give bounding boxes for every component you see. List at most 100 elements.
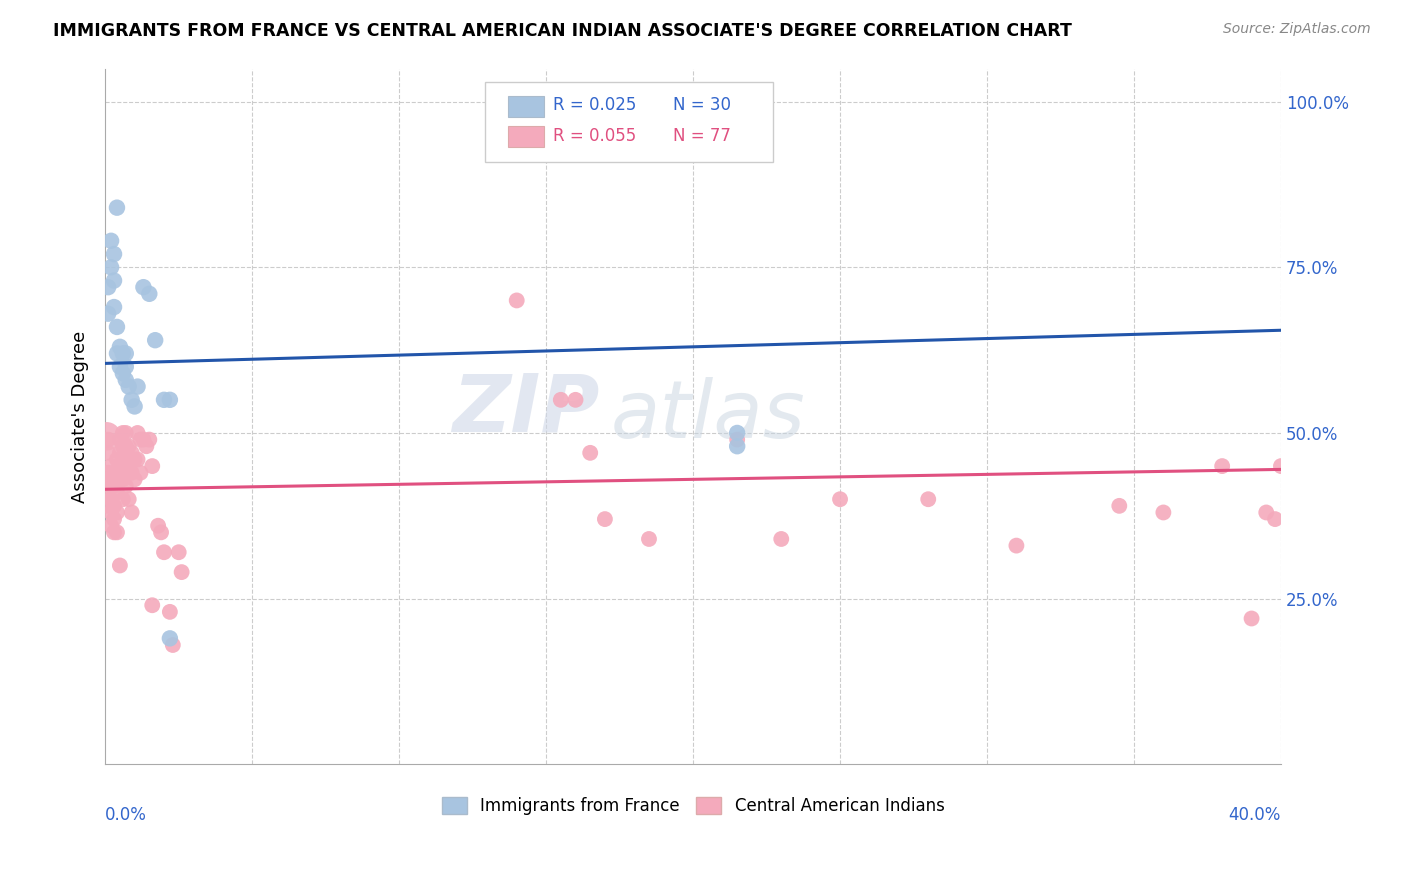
Point [114, 479, 136, 493]
Point [127, 425, 149, 440]
Point [917, 492, 939, 507]
Point [100, 492, 122, 507]
Point [579, 446, 602, 460]
Point [593, 512, 616, 526]
Point [1240, 611, 1263, 625]
Point [132, 280, 155, 294]
Point [159, 392, 181, 407]
Point [121, 446, 143, 460]
Point [100, 260, 122, 275]
Point [1270, 459, 1292, 474]
Point [118, 379, 141, 393]
Point [105, 346, 128, 360]
Point [114, 425, 136, 440]
Point [103, 479, 125, 493]
Point [828, 492, 851, 507]
Legend: Immigrants from France, Central American Indians: Immigrants from France, Central American… [441, 797, 945, 815]
Point [108, 558, 131, 573]
Point [146, 518, 169, 533]
Point [153, 545, 176, 559]
Text: 0.0%: 0.0% [105, 806, 148, 824]
Point [97, 485, 120, 500]
Point [118, 459, 141, 474]
Point [114, 373, 136, 387]
Point [105, 525, 128, 540]
FancyBboxPatch shape [509, 127, 544, 147]
Point [1152, 506, 1174, 520]
Point [108, 340, 131, 354]
Point [153, 392, 176, 407]
Point [103, 466, 125, 480]
Point [114, 359, 136, 374]
Point [1108, 499, 1130, 513]
Point [108, 359, 131, 374]
Point [100, 506, 122, 520]
Text: Source: ZipAtlas.com: Source: ZipAtlas.com [1223, 22, 1371, 37]
Text: R = 0.055: R = 0.055 [553, 127, 637, 145]
Point [132, 433, 155, 447]
Point [770, 532, 793, 546]
Point [97, 307, 120, 321]
Point [127, 379, 149, 393]
Point [97, 499, 120, 513]
Point [725, 95, 748, 109]
Point [124, 400, 146, 414]
Point [1005, 539, 1028, 553]
Point [97, 433, 120, 447]
Point [105, 452, 128, 467]
Point [135, 439, 157, 453]
Text: 40.0%: 40.0% [1229, 806, 1281, 824]
Point [105, 506, 128, 520]
Text: N = 30: N = 30 [673, 95, 731, 113]
Point [97, 446, 120, 460]
Point [141, 599, 163, 613]
Point [129, 433, 152, 447]
Point [1264, 512, 1286, 526]
Text: atlas: atlas [610, 377, 806, 456]
Point [111, 472, 134, 486]
FancyBboxPatch shape [509, 96, 544, 117]
Point [506, 293, 529, 308]
Point [103, 499, 125, 513]
Point [97, 280, 120, 294]
Point [105, 485, 128, 500]
Point [96, 429, 118, 443]
Y-axis label: Associate's Degree: Associate's Degree [72, 330, 89, 502]
Point [111, 367, 134, 381]
Point [127, 452, 149, 467]
Point [129, 466, 152, 480]
Point [124, 472, 146, 486]
Point [111, 439, 134, 453]
Point [138, 433, 160, 447]
Point [100, 234, 122, 248]
Point [725, 439, 748, 453]
Point [138, 286, 160, 301]
Point [97, 466, 120, 480]
Text: IMMIGRANTS FROM FRANCE VS CENTRAL AMERICAN INDIAN ASSOCIATE'S DEGREE CORRELATION: IMMIGRANTS FROM FRANCE VS CENTRAL AMERIC… [53, 22, 1073, 40]
Point [118, 492, 141, 507]
Point [114, 459, 136, 474]
Point [100, 518, 122, 533]
Point [111, 425, 134, 440]
Point [118, 439, 141, 453]
Point [103, 525, 125, 540]
Point [638, 532, 661, 546]
Point [108, 433, 131, 447]
Point [550, 392, 572, 407]
Point [121, 506, 143, 520]
Text: R = 0.025: R = 0.025 [553, 95, 637, 113]
Point [725, 433, 748, 447]
Point [103, 274, 125, 288]
Point [100, 459, 122, 474]
Point [103, 300, 125, 314]
Point [150, 525, 173, 540]
Point [159, 632, 181, 646]
Point [100, 472, 122, 486]
Point [97, 472, 120, 486]
Point [103, 512, 125, 526]
Point [111, 346, 134, 360]
Point [1256, 506, 1278, 520]
Point [114, 439, 136, 453]
Point [105, 320, 128, 334]
Point [121, 392, 143, 407]
